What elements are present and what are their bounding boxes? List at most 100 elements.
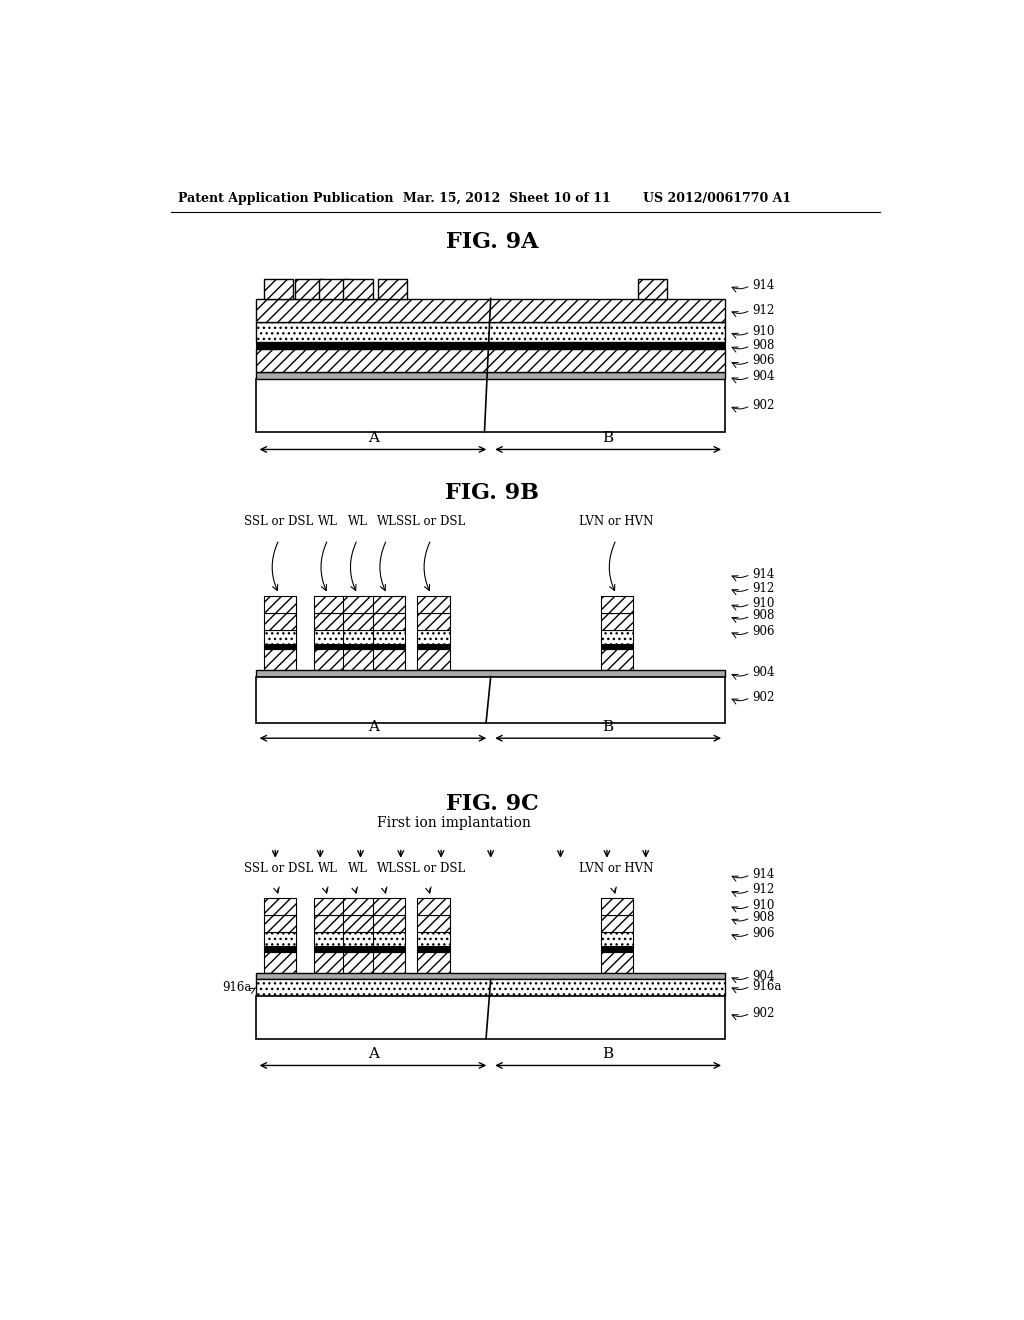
- Bar: [314, 630, 346, 644]
- Text: 902: 902: [753, 690, 775, 704]
- Bar: [417, 946, 450, 952]
- Bar: [343, 612, 376, 630]
- Text: FIG. 9A: FIG. 9A: [446, 231, 539, 252]
- Text: WL: WL: [347, 862, 368, 875]
- Bar: [314, 899, 346, 915]
- Text: 902: 902: [753, 399, 775, 412]
- Text: LVN or HVN: LVN or HVN: [579, 515, 653, 528]
- Bar: [373, 952, 406, 973]
- Text: WL: WL: [377, 515, 396, 528]
- Text: 914: 914: [753, 568, 775, 581]
- Bar: [256, 973, 725, 979]
- Bar: [417, 915, 450, 932]
- Bar: [256, 298, 725, 322]
- Bar: [295, 280, 324, 298]
- Bar: [256, 979, 725, 997]
- Bar: [417, 932, 450, 946]
- Bar: [417, 899, 450, 915]
- Text: WL: WL: [347, 515, 368, 528]
- Bar: [263, 899, 296, 915]
- Bar: [263, 946, 296, 952]
- Text: 912: 912: [753, 883, 775, 896]
- Bar: [263, 915, 296, 932]
- Text: 910: 910: [753, 325, 775, 338]
- Bar: [373, 899, 406, 915]
- Bar: [263, 644, 296, 649]
- Bar: [314, 932, 346, 946]
- Bar: [314, 649, 346, 671]
- Bar: [343, 649, 376, 671]
- Bar: [601, 649, 633, 671]
- Text: B: B: [602, 430, 613, 445]
- Text: 906: 906: [753, 624, 775, 638]
- Bar: [601, 952, 633, 973]
- Bar: [314, 946, 346, 952]
- Bar: [417, 649, 450, 671]
- Bar: [601, 899, 633, 915]
- Bar: [256, 677, 725, 723]
- Text: FIG. 9C: FIG. 9C: [445, 792, 539, 814]
- Bar: [319, 280, 349, 298]
- Text: SSL or DSL: SSL or DSL: [245, 515, 313, 528]
- Bar: [417, 644, 450, 649]
- Bar: [263, 595, 296, 612]
- Bar: [373, 644, 406, 649]
- Bar: [314, 915, 346, 932]
- Bar: [373, 915, 406, 932]
- Text: SSL or DSL: SSL or DSL: [396, 862, 466, 875]
- Bar: [601, 644, 633, 649]
- Text: B: B: [602, 1047, 613, 1061]
- Bar: [601, 915, 633, 932]
- Bar: [263, 932, 296, 946]
- Bar: [263, 630, 296, 644]
- Bar: [601, 612, 633, 630]
- Bar: [263, 952, 296, 973]
- Bar: [417, 612, 450, 630]
- Bar: [373, 595, 406, 612]
- Bar: [343, 899, 376, 915]
- Bar: [314, 644, 346, 649]
- Text: US 2012/0061770 A1: US 2012/0061770 A1: [643, 191, 792, 205]
- Text: 914: 914: [753, 279, 775, 292]
- Text: A: A: [368, 719, 379, 734]
- Bar: [417, 952, 450, 973]
- Text: 912: 912: [753, 582, 775, 594]
- Bar: [314, 595, 346, 612]
- Text: 904: 904: [753, 970, 775, 982]
- Text: 916a: 916a: [753, 979, 782, 993]
- Bar: [314, 612, 346, 630]
- Bar: [343, 280, 373, 298]
- Text: WL: WL: [377, 862, 396, 875]
- Bar: [601, 595, 633, 612]
- Text: WL: WL: [318, 862, 338, 875]
- Bar: [343, 915, 376, 932]
- Bar: [378, 280, 407, 298]
- Text: First ion implantation: First ion implantation: [377, 816, 530, 830]
- Text: 910: 910: [753, 899, 775, 912]
- Bar: [373, 612, 406, 630]
- Bar: [256, 322, 725, 342]
- Bar: [343, 946, 376, 952]
- Bar: [417, 630, 450, 644]
- Bar: [343, 644, 376, 649]
- Text: 910: 910: [753, 597, 775, 610]
- Bar: [256, 350, 725, 372]
- Bar: [343, 932, 376, 946]
- Text: 906: 906: [753, 354, 775, 367]
- Text: 908: 908: [753, 610, 775, 622]
- Bar: [373, 649, 406, 671]
- Bar: [256, 379, 725, 432]
- Bar: [256, 671, 725, 677]
- Bar: [601, 932, 633, 946]
- Bar: [343, 630, 376, 644]
- Bar: [373, 630, 406, 644]
- Text: 912: 912: [753, 304, 775, 317]
- Text: 908: 908: [753, 339, 775, 352]
- Text: 914: 914: [753, 869, 775, 880]
- Bar: [256, 997, 725, 1039]
- Text: 902: 902: [753, 1007, 775, 1019]
- Text: A: A: [368, 430, 379, 445]
- Bar: [601, 946, 633, 952]
- Bar: [263, 612, 296, 630]
- Text: 908: 908: [753, 911, 775, 924]
